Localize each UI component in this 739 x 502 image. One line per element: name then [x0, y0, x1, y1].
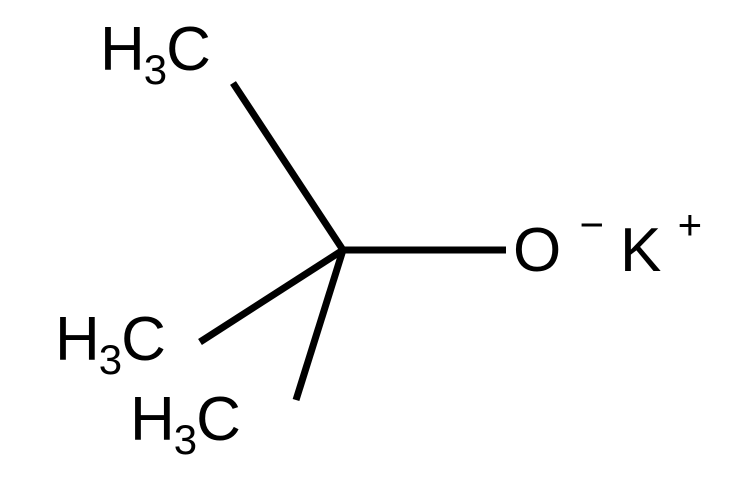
potassium-label: K + — [620, 201, 701, 285]
potassium-charge: + — [678, 201, 702, 248]
methyl-1-label: H3C — [100, 15, 210, 93]
bond-me1-c — [233, 83, 343, 250]
oxygen-charge: − — [579, 201, 603, 248]
molecule-canvas: H3C H3C H3C O − K + — [0, 0, 739, 502]
oxygen-symbol: O — [513, 216, 560, 285]
methyl-3-label: H3C — [130, 385, 240, 463]
potassium-symbol: K — [620, 216, 661, 285]
methyl-2-label: H3C — [55, 305, 165, 383]
oxygen-label: O − — [513, 201, 603, 285]
